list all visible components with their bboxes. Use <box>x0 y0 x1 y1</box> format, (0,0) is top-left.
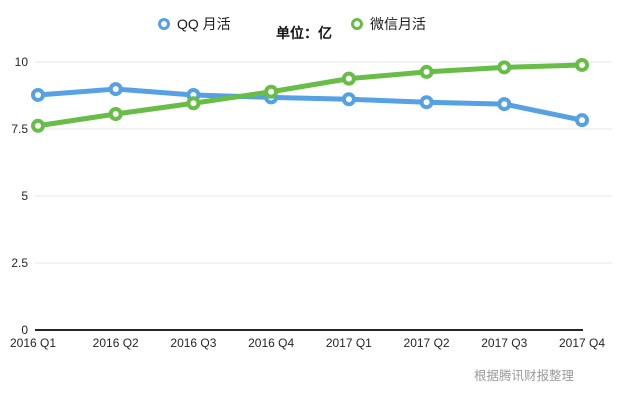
qq-series-marker-icon <box>158 18 170 30</box>
legend-item-qq[interactable]: QQ 月活 <box>158 14 231 34</box>
y-axis-label: 5 <box>21 189 28 203</box>
data-point[interactable] <box>264 84 279 99</box>
legend-label-qq: QQ 月活 <box>177 16 231 32</box>
x-axis-label: 2017 Q3 <box>481 336 528 350</box>
series-line-1 <box>35 62 585 129</box>
data-point[interactable] <box>419 95 434 110</box>
legend-item-wechat[interactable]: 微信月活 <box>351 14 426 34</box>
y-axis-label: 2.5 <box>11 256 28 270</box>
y-axis-label: 10 <box>14 55 28 69</box>
data-point[interactable] <box>575 113 589 128</box>
data-point[interactable] <box>341 71 356 86</box>
x-axis-label: 2017 Q1 <box>325 336 372 350</box>
data-point[interactable] <box>497 97 512 112</box>
data-point[interactable] <box>497 60 512 75</box>
data-point[interactable] <box>31 118 45 133</box>
x-axis-label: 2016 Q2 <box>92 336 139 350</box>
x-axis-label: 2017 Q4 <box>558 336 606 350</box>
series-line-0 <box>35 86 585 123</box>
y-axis-label: 0 <box>21 323 28 337</box>
x-axis-label: 2016 Q3 <box>170 336 217 350</box>
x-axis-label: 2017 Q2 <box>403 336 450 350</box>
data-point[interactable] <box>419 64 434 79</box>
data-point[interactable] <box>108 106 123 121</box>
data-point[interactable] <box>575 57 589 72</box>
unit-label: 单位：亿 <box>276 25 332 41</box>
wechat-series-marker-icon <box>351 18 363 30</box>
data-point[interactable] <box>341 92 356 107</box>
data-point[interactable] <box>108 82 123 97</box>
x-axis-label: 2016 Q1 <box>9 336 57 350</box>
data-point[interactable] <box>31 87 45 102</box>
x-axis-label: 2016 Q4 <box>248 336 295 350</box>
source-note: 根据腾讯财报整理 <box>473 369 574 383</box>
data-point[interactable] <box>186 96 201 111</box>
y-axis-label: 7.5 <box>11 122 28 136</box>
legend-label-wechat: 微信月活 <box>370 16 426 32</box>
